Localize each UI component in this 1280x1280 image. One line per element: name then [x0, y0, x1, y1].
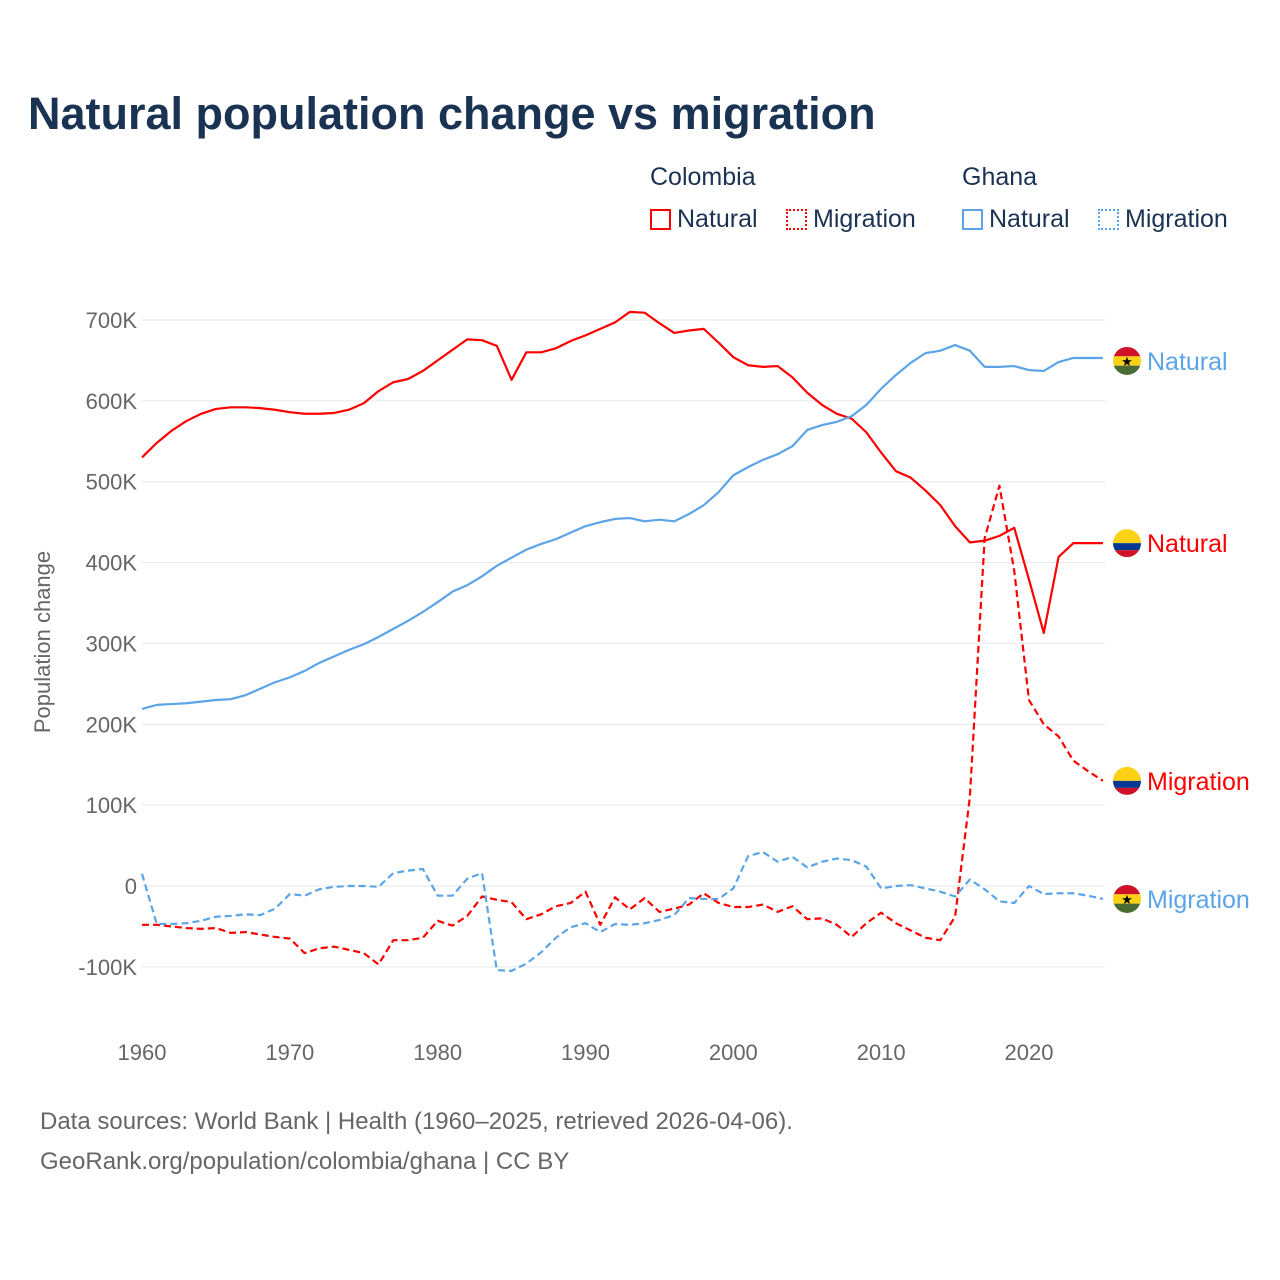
ghana-flag-icon: ★	[1113, 884, 1141, 913]
chart-title: Natural population change vs migration	[28, 88, 876, 139]
legend-colombia-natural[interactable]: Natural	[650, 205, 758, 234]
legend-group-ghana: Ghana	[962, 163, 1038, 191]
y-tick-label: -100K	[78, 955, 137, 980]
x-tick-label: 2000	[709, 1040, 758, 1065]
y-tick-label: 300K	[86, 631, 138, 656]
series-end-label: Natural	[1147, 530, 1228, 558]
legend-label: Migration	[1125, 205, 1228, 233]
legend-label: Natural	[989, 205, 1070, 233]
footer-sources: Data sources: World Bank | Health (1960–…	[40, 1108, 793, 1135]
y-tick-label: 700K	[86, 308, 138, 333]
series-line-ghana-natural[interactable]	[141, 343, 1103, 710]
series-line-colombia-migration[interactable]	[142, 484, 1104, 966]
y-tick-label: 100K	[86, 793, 138, 818]
y-tick-label: 200K	[86, 712, 138, 737]
legend-swatch-solid	[962, 209, 983, 230]
legend-swatch-dotted	[786, 209, 807, 230]
legend-ghana-migration[interactable]: Migration	[1098, 205, 1228, 234]
colombia-flag-icon	[1113, 529, 1141, 558]
series-end-label: Migration	[1147, 886, 1250, 914]
legend-label: Natural	[677, 205, 758, 233]
y-tick-label: 400K	[86, 551, 138, 576]
y-tick-label: 600K	[86, 389, 138, 414]
x-tick-label: 1970	[265, 1040, 314, 1065]
y-tick-label: 500K	[86, 470, 138, 495]
x-tick-label: 1980	[413, 1040, 462, 1065]
x-tick-label: 1960	[118, 1040, 167, 1065]
svg-text:★: ★	[1121, 892, 1133, 907]
series-line-ghana-migration[interactable]	[140, 850, 1104, 973]
svg-text:★: ★	[1121, 354, 1133, 369]
footer-credit: GeoRank.org/population/colombia/ghana | …	[40, 1148, 570, 1175]
colombia-flag-icon	[1113, 766, 1141, 795]
y-axis-label: Population change	[30, 551, 55, 733]
legend-swatch-solid	[650, 209, 671, 230]
series-end-label: Migration	[1147, 768, 1250, 796]
series-line-colombia-natural[interactable]	[141, 310, 1103, 635]
x-tick-label: 2010	[857, 1040, 906, 1065]
series-end-label: Natural	[1147, 348, 1228, 376]
x-tick-label: 1990	[561, 1040, 610, 1065]
legend-label: Migration	[813, 205, 916, 233]
y-tick-label: 0	[125, 874, 137, 899]
x-tick-label: 2020	[1005, 1040, 1054, 1065]
legend-group-colombia: Colombia	[650, 163, 756, 191]
legend-ghana-natural[interactable]: Natural	[962, 205, 1070, 234]
ghana-flag-icon: ★	[1113, 346, 1141, 375]
legend-colombia-migration[interactable]: Migration	[786, 205, 916, 234]
legend-swatch-dotted	[1098, 209, 1119, 230]
